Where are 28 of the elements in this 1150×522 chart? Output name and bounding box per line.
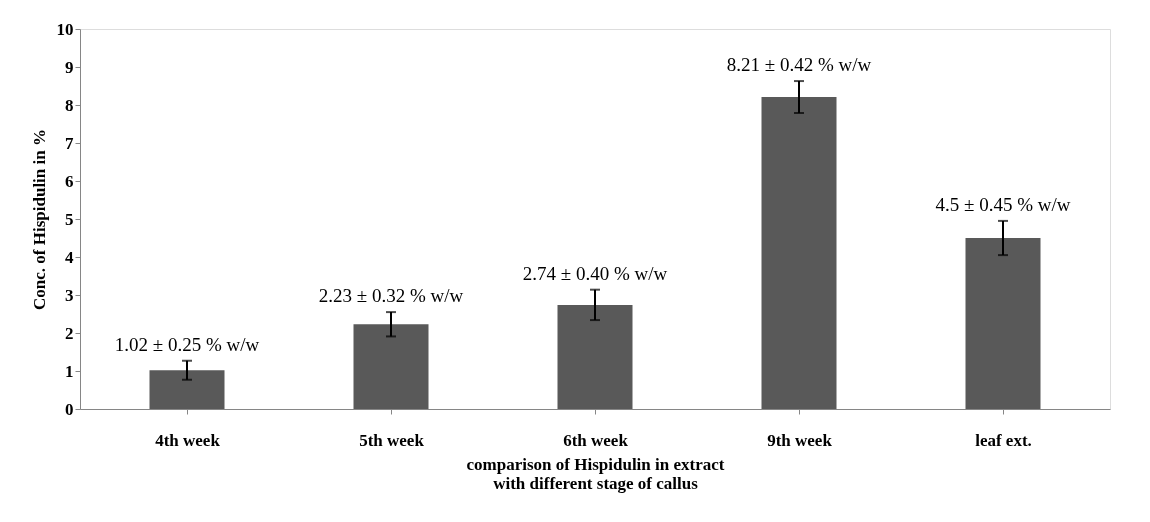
x-tick-label: 4th week (155, 430, 221, 450)
y-tick-label: 8 (65, 95, 74, 115)
data-label: 1.02 ± 0.25 % w/w (114, 333, 260, 355)
bar (149, 370, 225, 409)
y-tick-label: 10 (56, 19, 74, 39)
x-tick-label: 5th week (359, 430, 425, 450)
x-tick-label: leaf ext. (975, 430, 1032, 450)
data-label: 2.23 ± 0.32 % w/w (318, 285, 464, 307)
y-tick-label: 5 (65, 209, 74, 229)
bar (353, 324, 429, 409)
y-tick-label: 4 (65, 247, 74, 267)
bar (557, 304, 633, 409)
bar (965, 238, 1041, 409)
y-tick-label: 7 (65, 133, 74, 153)
y-tick-label: 3 (65, 285, 74, 305)
y-tick-label: 6 (65, 171, 74, 191)
y-tick-label: 0 (65, 399, 74, 419)
x-tick-label: 9th week (767, 430, 833, 450)
data-label: 2.74 ± 0.40 % w/w (522, 262, 668, 284)
y-tick-label: 2 (65, 323, 74, 343)
data-label: 4.5 ± 0.45 % w/w (935, 193, 1071, 215)
data-label: 8.21 ± 0.42 % w/w (726, 54, 872, 76)
y-tick-label: 9 (65, 57, 74, 77)
bar (761, 97, 837, 409)
y-tick-label: 1 (65, 361, 74, 381)
y-axis-title: Conc. of Hispidulin in % (29, 129, 49, 310)
x-tick-label: 6th week (563, 430, 629, 450)
x-axis-title: comparison of Hispidulin in extract with different stage of callus (466, 454, 725, 493)
